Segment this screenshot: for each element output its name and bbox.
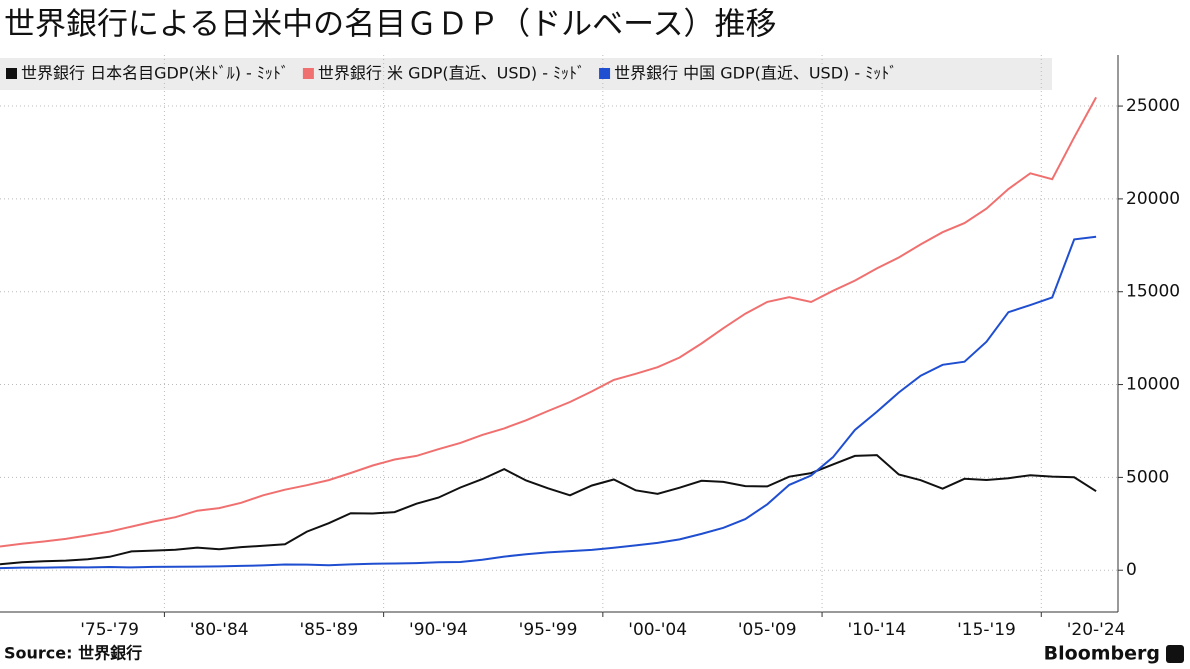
legend-swatch xyxy=(302,68,314,79)
x-tick-label: '15-'19 xyxy=(957,620,1016,640)
x-tick-label: '90-'94 xyxy=(409,620,468,640)
x-tick-label: '10-'14 xyxy=(847,620,906,640)
line-series xyxy=(0,96,1097,548)
chart-title: 世界銀行による日米中の名目ＧＤＰ（ドルベース）推移 xyxy=(4,7,777,43)
legend-label: 世界銀行 米 GDP(直近、USD) - ﾐｯﾄﾞ xyxy=(318,64,585,83)
x-tick-label: '05-'09 xyxy=(738,620,797,640)
legend-label: 世界銀行 中国 GDP(直近、USD) - ﾐｯﾄﾞ xyxy=(614,64,897,83)
y-tick-label: 25000 xyxy=(1126,96,1180,116)
x-tick-label: '00-'04 xyxy=(628,620,687,640)
y-tick-label: 10000 xyxy=(1126,375,1180,395)
legend-background xyxy=(0,58,1052,90)
x-tick-label: '75-'79 xyxy=(80,620,139,640)
legend-label: 世界銀行 日本名目GDP(米ﾄﾞﾙ) - ﾐｯﾄﾞ xyxy=(21,64,289,83)
brand-icon xyxy=(1166,645,1184,663)
y-tick-label: 5000 xyxy=(1126,467,1169,487)
line-series xyxy=(0,454,1097,566)
brand: Bloomberg xyxy=(1044,643,1160,665)
legend-swatch xyxy=(6,68,17,79)
line-series xyxy=(0,235,1097,570)
y-tick-label: 0 xyxy=(1126,560,1137,580)
x-tick-label: '85-'89 xyxy=(299,620,358,640)
x-tick-label: '80-'84 xyxy=(190,620,249,640)
x-tick-label: '20-'24 xyxy=(1067,620,1126,640)
y-tick-label: 15000 xyxy=(1126,282,1180,302)
y-tick-label: 20000 xyxy=(1126,189,1180,209)
legend-swatch xyxy=(599,68,611,79)
x-tick-label: '95-'99 xyxy=(519,620,578,640)
source: Source: 世界銀行 xyxy=(4,644,142,663)
